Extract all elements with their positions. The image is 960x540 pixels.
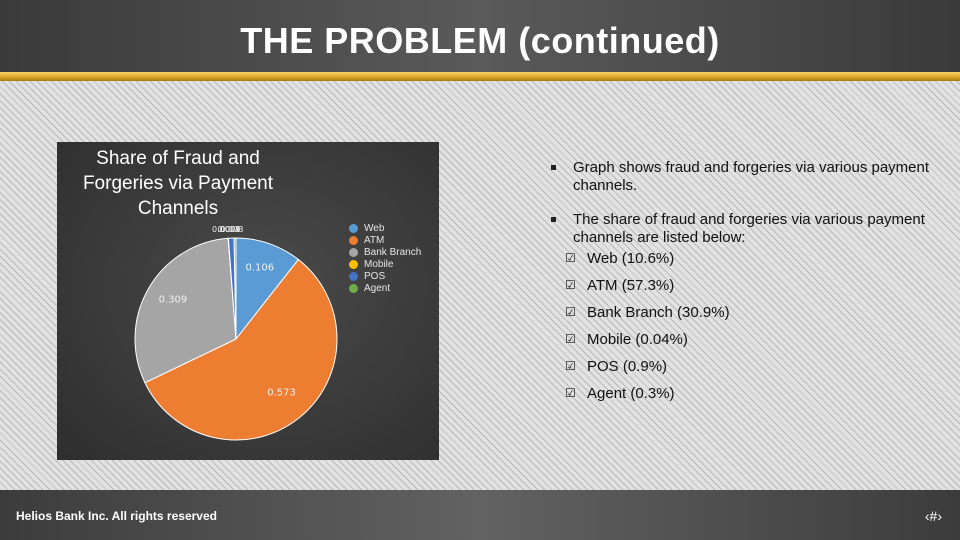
legend-swatch	[349, 247, 358, 257]
bullet-item: Graph shows fraud and forgeries via vari…	[551, 159, 931, 195]
bullet-marker	[551, 165, 556, 170]
pie-slice-atm	[144, 258, 338, 441]
bullet-list: Graph shows fraud and forgeries via vari…	[551, 159, 931, 407]
legend-item: Agent	[349, 282, 421, 294]
pie-slice-agent	[233, 237, 237, 340]
sub-bullet-text: Agent (0.3%)	[587, 385, 675, 402]
gold-divider	[0, 72, 960, 81]
sub-bullet-item: ☑ Web (10.6%)	[551, 245, 931, 272]
legend-label: POS	[364, 270, 386, 282]
sub-bullet-list: ☑ Web (10.6%) ☑ ATM (57.3%) ☑ Bank Branch (30…	[551, 245, 931, 407]
sub-bullet-item: ☑ ATM (57.3%)	[551, 272, 931, 299]
data-label: 0.106	[245, 262, 274, 273]
footer-copyright: Helios Bank Inc. All rights reserved	[16, 509, 217, 523]
sub-bullet-item: ☑ POS (0.9%)	[551, 353, 931, 380]
legend-label: Bank Branch	[364, 246, 422, 258]
data-label: 0.009	[218, 225, 241, 234]
legend-swatch	[349, 271, 358, 281]
legend-item: Bank Branch	[349, 246, 421, 258]
legend-swatch	[349, 259, 358, 269]
sub-bullet-item: ☑ Mobile (0.04%)	[551, 326, 931, 353]
header-bar	[0, 0, 960, 72]
checkbox-icon: ☑	[565, 332, 576, 346]
sub-bullet-text: Mobile (0.04%)	[587, 331, 688, 348]
pie-slice-web	[235, 237, 300, 341]
checkbox-icon: ☑	[565, 386, 576, 400]
slide-title: THE PROBLEM (continued)	[240, 20, 720, 61]
legend-swatch	[349, 283, 358, 293]
legend-label: Web	[364, 222, 385, 234]
footer-bar: Helios Bank Inc. All rights reserved ‹#›	[0, 490, 960, 540]
legend-swatch	[349, 223, 358, 233]
legend-item: ATM	[349, 234, 421, 246]
checkbox-icon: ☑	[565, 305, 576, 319]
pie-chart: 0.106 0.573 0.309 0.0004 0.009 0.003 Share of…	[57, 142, 439, 460]
sub-bullet-item: ☑ Bank Branch (30.9%)	[551, 299, 931, 326]
sub-bullet-text: Web (10.6%)	[587, 250, 675, 267]
bullet-text: Graph shows fraud and forgeries via vari…	[573, 159, 930, 194]
legend-swatch	[349, 235, 358, 245]
data-label: 0.003	[221, 225, 244, 234]
pie-slice-bank-branch	[134, 237, 237, 384]
checkbox-icon: ☑	[565, 278, 576, 292]
bullet-marker	[551, 217, 556, 222]
sub-bullet-text: POS (0.9%)	[587, 358, 668, 375]
legend-label: ATM	[364, 234, 385, 246]
sub-bullet-text: Bank Branch (30.9%)	[587, 304, 730, 321]
bullet-item: The share of fraud and forgeries via var…	[551, 211, 931, 247]
chart-title: Share of Fraud and Forgeries via Payment…	[82, 148, 274, 219]
sub-bullet-item: ☑ Agent (0.3%)	[551, 380, 931, 407]
legend-label: Mobile	[364, 258, 394, 270]
data-label: 0.573	[267, 388, 296, 399]
page-number: ‹#›	[924, 508, 942, 524]
legend-label: Agent	[364, 282, 391, 294]
bullet-text: The share of fraud and forgeries via var…	[573, 211, 925, 246]
sub-bullet-text: ATM (57.3%)	[587, 277, 675, 294]
chart-legend: Web ATM Bank Branch Mobile POS Agent	[349, 222, 421, 294]
legend-item: POS	[349, 270, 421, 282]
checkbox-icon: ☑	[565, 251, 576, 265]
data-label: 0.309	[159, 295, 188, 306]
legend-item: Web	[349, 222, 421, 234]
checkbox-icon: ☑	[565, 359, 576, 373]
data-label: 0.0004	[212, 225, 240, 234]
legend-item: Mobile	[349, 258, 421, 270]
